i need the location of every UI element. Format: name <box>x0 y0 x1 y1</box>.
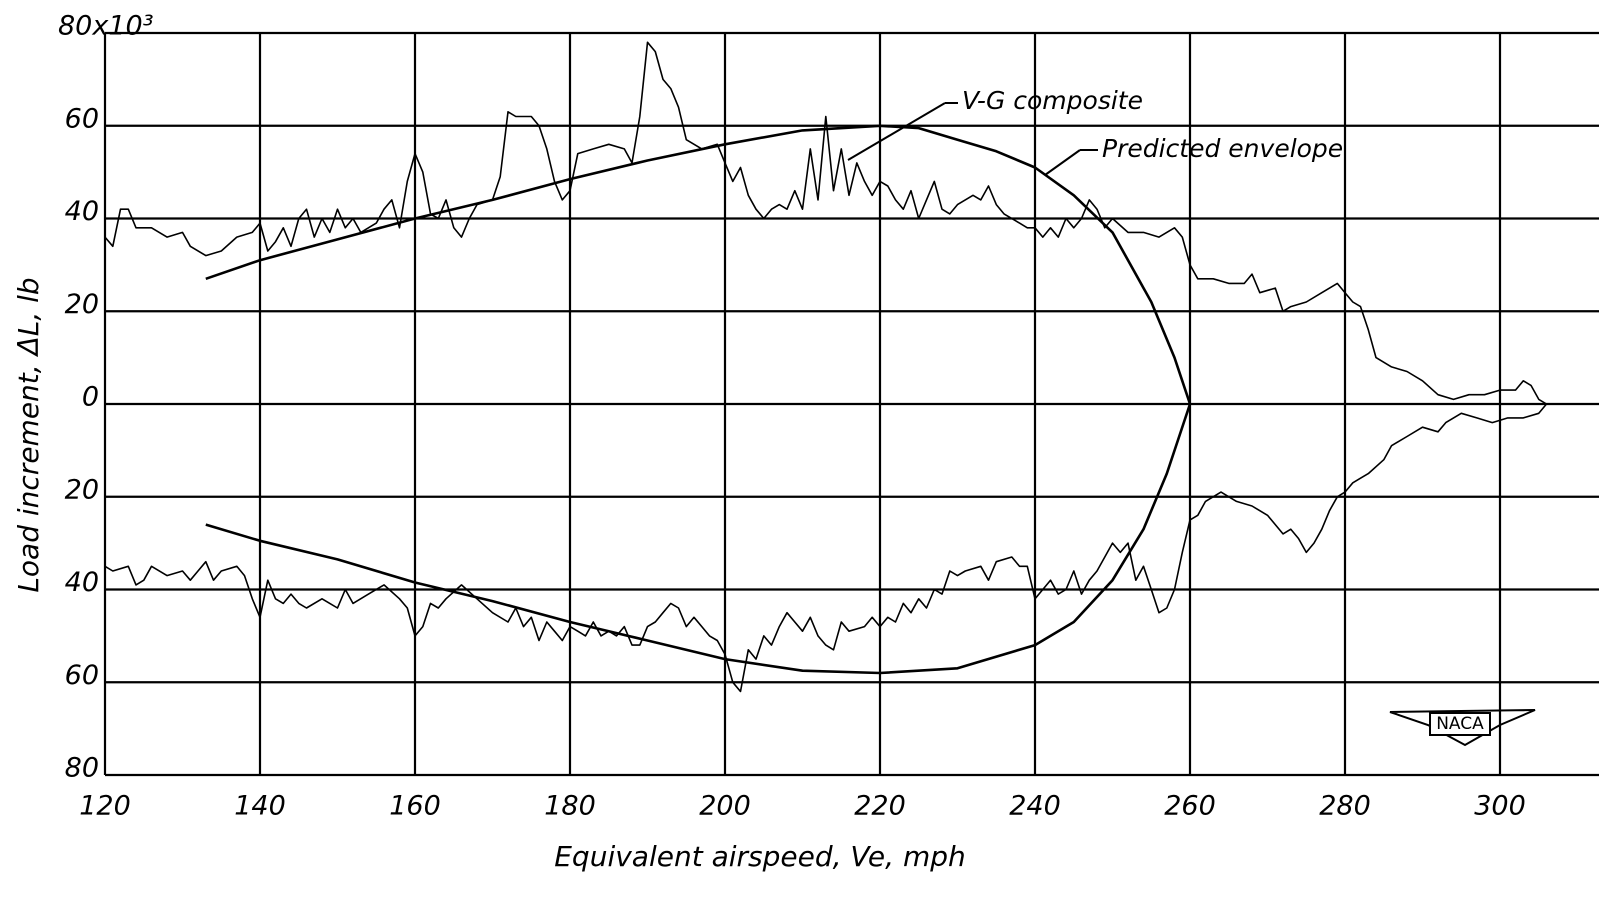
x-tick-label: 180 <box>544 791 596 822</box>
y-tick-label: 80 <box>65 753 99 784</box>
series-line <box>205 124 1192 675</box>
x-tick-label: 160 <box>389 791 441 822</box>
x-tick-label: 280 <box>1319 791 1371 822</box>
x-tick-label: 200 <box>699 791 751 822</box>
x-tick-label: 140 <box>234 791 286 822</box>
annotations: V-G composite Predicted envelope <box>847 86 1343 176</box>
y-tick-label: 0 <box>82 382 99 413</box>
annotation: Predicted envelope <box>1102 134 1343 163</box>
y-tick-label: 40 <box>65 567 99 598</box>
y-tick-label: 40 <box>65 196 99 227</box>
y-tick-label: 20 <box>65 474 99 505</box>
x-tick-label: 260 <box>1164 791 1216 822</box>
x-tick-label: 300 <box>1474 791 1526 822</box>
y-tick-label: 80x10³ <box>58 11 154 42</box>
x-tick-label: 120 <box>79 791 131 822</box>
y-tick-label: 60 <box>65 660 99 691</box>
y-axis-label: Load increment, ΔL, lb <box>12 277 45 592</box>
x-tick-label: 220 <box>854 791 906 822</box>
y-tick-label: 20 <box>65 289 99 320</box>
annotation: V-G composite <box>962 86 1143 115</box>
logo-text: NACA <box>1436 714 1484 734</box>
series-line <box>104 41 1548 693</box>
x-tick-label: 240 <box>1009 791 1061 822</box>
y-tick-label: 60 <box>65 103 99 134</box>
naca-logo: NACA <box>1389 709 1536 747</box>
x-axis-label: Equivalent airspeed, Ve, mph <box>554 840 966 873</box>
